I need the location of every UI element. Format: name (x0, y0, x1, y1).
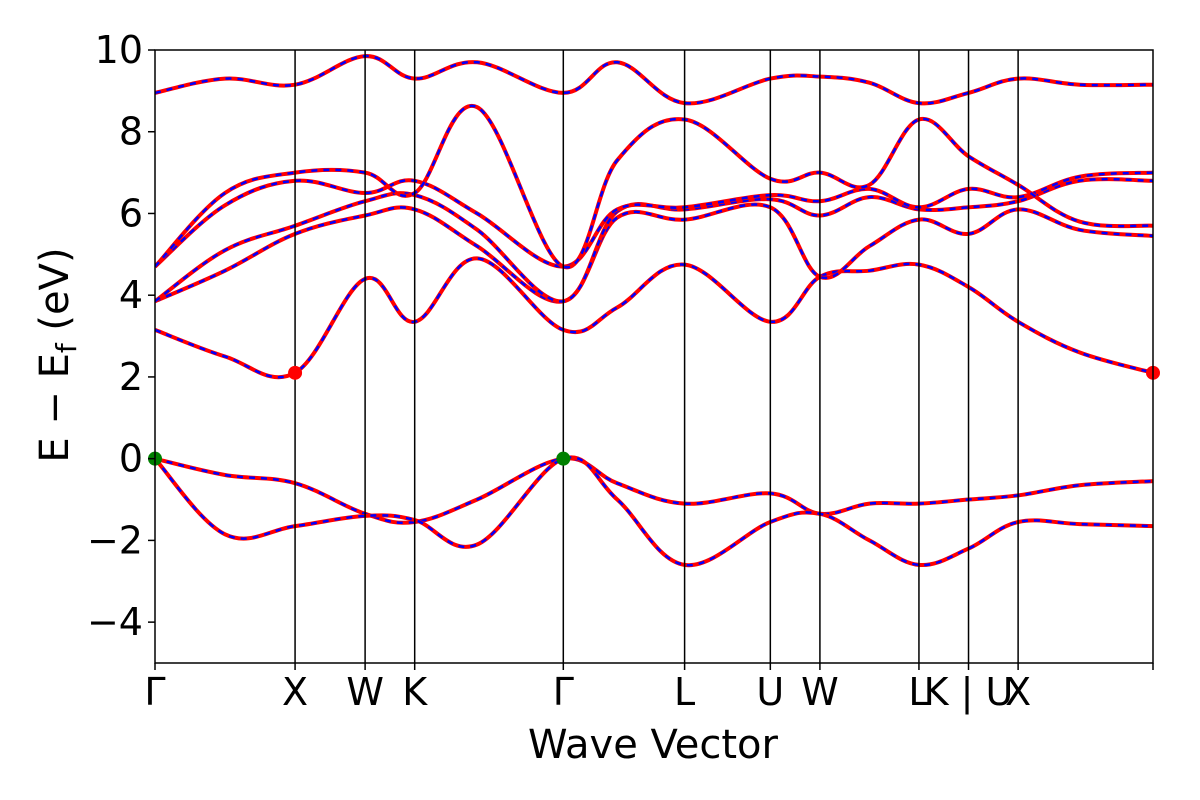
y-tick-label: 10 (95, 28, 143, 72)
x-tick-label: K | U (924, 670, 1014, 715)
high-symmetry-lines (294, 50, 1019, 663)
band-4-dashed (155, 203, 1153, 303)
band-7-dashed (155, 104, 1153, 269)
vbm-marker (556, 451, 571, 466)
x-tick-label: X (282, 670, 308, 714)
x-tick-label: W (801, 670, 839, 714)
cbm-marker (288, 365, 303, 380)
x-tick-label: U (756, 670, 784, 714)
x-tick-label: L (674, 670, 695, 714)
x-tick-label: L (908, 670, 929, 714)
band-3-solid (155, 256, 1153, 380)
y-axis-label-tail: (eV) (32, 247, 78, 343)
x-axis-ticks: Γ X W K Γ L U W LK | UX (144, 663, 1154, 715)
extrema-markers (148, 365, 1160, 466)
x-tick-label: W (346, 670, 384, 714)
band-8-dashed (155, 54, 1153, 105)
band-2-solid (155, 455, 1153, 568)
band-lines (155, 54, 1153, 568)
y-axis-label-subscript: f (50, 342, 83, 353)
y-tick-label: 6 (119, 191, 143, 235)
y-tick-label: 4 (119, 273, 143, 317)
y-tick-label: −2 (87, 518, 143, 562)
band-7-solid (155, 103, 1153, 270)
band-1-dashed (155, 457, 1153, 525)
y-axis-label: E − Ef (eV) (32, 247, 83, 462)
band-2-dashed (155, 456, 1153, 567)
x-tick-label: Γ (144, 670, 165, 714)
y-tick-label: 0 (119, 437, 143, 481)
plot-frame (154, 49, 1154, 664)
y-tick-label: 2 (119, 355, 143, 399)
band-6-dashed (155, 171, 1153, 268)
y-tick-label: −4 (87, 600, 143, 644)
x-tick-label: X (1005, 670, 1031, 714)
y-axis-label-main: E − E (32, 353, 78, 463)
band-8-solid (155, 54, 1153, 106)
band-6-solid (155, 170, 1153, 269)
y-tick-label: 8 (119, 110, 143, 154)
band-4-solid (155, 202, 1153, 304)
x-axis-label: Wave Vector (528, 722, 779, 768)
x-tick-label: Γ (553, 670, 574, 714)
y-axis-ticks: −4 −2 0 2 4 6 8 10 (87, 28, 155, 644)
x-tick-label: K (402, 670, 428, 714)
band-1-solid (155, 456, 1153, 525)
